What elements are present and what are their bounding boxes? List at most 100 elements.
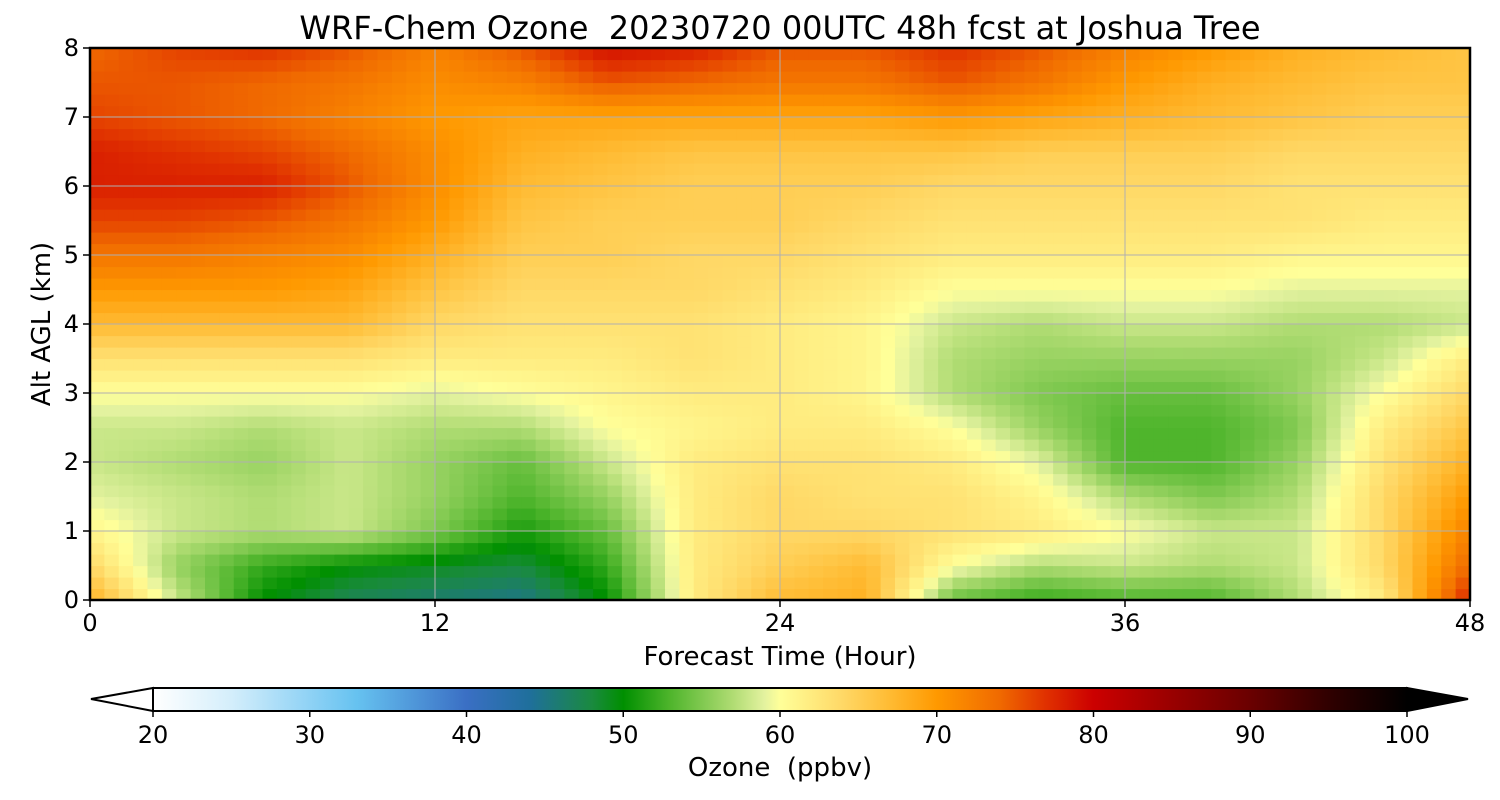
heatmap-cell — [938, 404, 954, 417]
heatmap-cell — [463, 163, 479, 176]
heatmap-cell — [435, 358, 450, 371]
heatmap-cell — [621, 473, 637, 486]
heatmap-cell — [305, 347, 321, 360]
heatmap-cell — [1081, 255, 1097, 268]
heatmap-cell — [262, 554, 278, 567]
heatmap-cell — [923, 128, 939, 141]
heatmap-cell — [478, 450, 494, 463]
heatmap-cell — [1225, 128, 1241, 141]
heatmap-cell — [492, 71, 508, 84]
heatmap-cell — [1168, 496, 1184, 509]
heatmap-cell — [1355, 255, 1370, 268]
y-tick-label: 8 — [64, 34, 79, 62]
heatmap-cell — [1168, 462, 1184, 475]
heatmap-cell — [952, 565, 968, 578]
heatmap-cell — [1340, 289, 1356, 302]
heatmap-cell — [1383, 71, 1399, 84]
heatmap-cell — [1441, 151, 1457, 164]
heatmap-cell — [1081, 565, 1097, 578]
heatmap-cell — [693, 140, 709, 153]
heatmap-cell — [995, 59, 1011, 72]
heatmap-cell — [276, 381, 292, 394]
heatmap-cell — [262, 588, 278, 600]
heatmap-cell — [1053, 565, 1069, 578]
heatmap-cell — [1153, 565, 1169, 578]
heatmap-cell — [1096, 577, 1112, 590]
heatmap-cell — [1311, 393, 1327, 406]
heatmap-cell — [377, 347, 393, 360]
heatmap-cell — [636, 117, 652, 130]
heatmap-cell — [780, 163, 795, 176]
heatmap-cell — [420, 565, 436, 578]
heatmap-cell — [550, 577, 565, 590]
heatmap-cell — [765, 439, 781, 452]
colorbar-tick-label: 80 — [1078, 721, 1109, 749]
heatmap-cell — [736, 220, 752, 233]
heatmap-cell — [391, 404, 407, 417]
heatmap-cell — [219, 588, 235, 600]
heatmap-cell — [1398, 531, 1414, 544]
heatmap-cell — [161, 473, 177, 486]
heatmap-cell — [823, 220, 839, 233]
heatmap-cell — [751, 151, 767, 164]
heatmap-cell — [708, 151, 724, 164]
heatmap-cell — [1211, 381, 1227, 394]
heatmap-cell — [1398, 393, 1414, 406]
heatmap-cell — [966, 209, 982, 222]
heatmap-cell — [420, 473, 436, 486]
heatmap-cell — [1283, 427, 1299, 440]
heatmap-cell — [291, 59, 307, 72]
heatmap-cell — [1311, 381, 1327, 394]
heatmap-cell — [981, 289, 997, 302]
heatmap-cell — [1010, 335, 1025, 348]
heatmap-cell — [1355, 105, 1370, 118]
heatmap-cell — [966, 117, 982, 130]
heatmap-cell — [90, 508, 105, 521]
heatmap-cell — [722, 278, 738, 291]
heatmap-cell — [1139, 577, 1155, 590]
heatmap-cell — [564, 588, 580, 600]
heatmap-cell — [851, 59, 867, 72]
heatmap-cell — [966, 450, 982, 463]
heatmap-cell — [1096, 255, 1112, 268]
heatmap-cell — [1110, 439, 1126, 452]
heatmap-cell — [722, 197, 738, 210]
heatmap-cell — [363, 163, 379, 176]
heatmap-cell — [564, 151, 580, 164]
heatmap-cell — [1240, 335, 1255, 348]
heatmap-cell — [406, 588, 422, 600]
heatmap-cell — [952, 554, 968, 567]
heatmap-cell — [320, 404, 335, 417]
heatmap-cell — [1153, 508, 1169, 521]
heatmap-cell — [1297, 427, 1313, 440]
heatmap-cell — [233, 347, 249, 360]
heatmap-cell — [780, 266, 795, 279]
heatmap-cell — [895, 71, 910, 84]
heatmap-cell — [995, 151, 1011, 164]
heatmap-cell — [1326, 301, 1342, 314]
heatmap-cell — [176, 485, 192, 498]
heatmap-cell — [535, 151, 551, 164]
heatmap-cell — [1153, 278, 1169, 291]
heatmap-cell — [1426, 473, 1442, 486]
heatmap-cell — [463, 473, 479, 486]
heatmap-cell — [1211, 151, 1227, 164]
heatmap-cell — [923, 427, 939, 440]
heatmap-cell — [363, 209, 379, 222]
heatmap-cell — [478, 508, 494, 521]
heatmap-cell — [377, 220, 393, 233]
heatmap-cell — [593, 531, 609, 544]
heatmap-cell — [650, 151, 666, 164]
heatmap-cell — [1024, 117, 1040, 130]
heatmap-cell — [1096, 519, 1112, 532]
heatmap-cell — [521, 324, 537, 337]
heatmap-cell — [794, 542, 810, 555]
heatmap-cell — [593, 324, 609, 337]
heatmap-cell — [348, 163, 364, 176]
heatmap-cell — [276, 197, 292, 210]
heatmap-cell — [550, 473, 565, 486]
heatmap-cell — [1268, 404, 1284, 417]
heatmap-cell — [233, 370, 249, 383]
heatmap-cell — [248, 186, 264, 199]
heatmap-cell — [607, 174, 623, 187]
